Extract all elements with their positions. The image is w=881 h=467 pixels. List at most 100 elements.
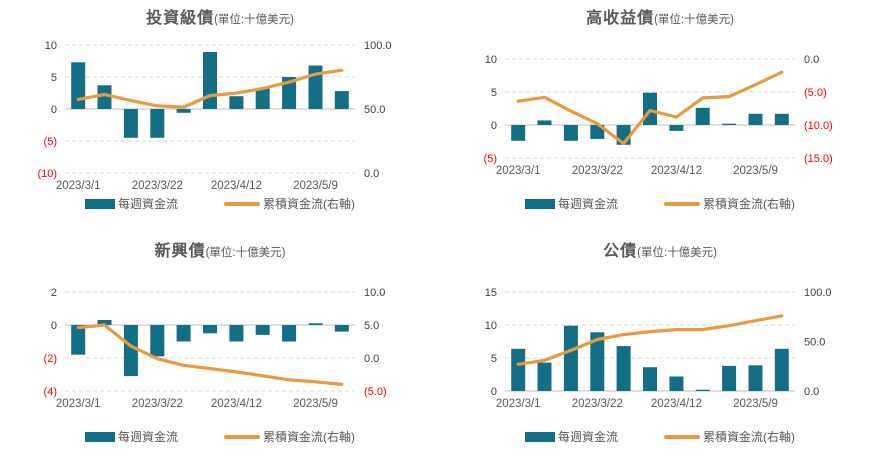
chart-title-unit: (單位:十億美元) (654, 14, 734, 26)
left-axis-tick-label: 5 (51, 72, 57, 84)
x-axis-tick-label: 2023/4/12 (651, 165, 702, 177)
bar-weekly-flow (123, 109, 138, 138)
bar-weekly-flow (282, 77, 297, 109)
right-axis-tick-label: 0.0 (804, 386, 819, 398)
right-axis-tick-label: 0.0 (804, 54, 819, 66)
left-axis-tick-label: (5) (484, 153, 497, 165)
right-axis-tick-label: (5.0) (364, 386, 387, 398)
chart-legend: 每週資金流 累積資金流(右軸) (440, 428, 880, 445)
x-axis-tick-label: 2023/4/12 (651, 398, 702, 410)
legend-line-swatch-icon (664, 201, 700, 206)
bar-weekly-flow (748, 365, 763, 391)
chart-plot-area: 2 0 (2) (4) 10.0 5.0 0.0 (5.0) 2023/3/1 2023/3/22… (44, 287, 387, 410)
left-axis-tick-label: 5 (491, 353, 497, 365)
chart-title-unit: (單位:十億美元) (205, 247, 286, 259)
bar-weekly-flow (255, 88, 270, 109)
legend-item-weekly-flow: 每週資金流 (84, 428, 178, 445)
legend-label: 累積資金流(右軸) (263, 197, 355, 211)
chart-plot-area: 15 10 5 0 100.0 50.0 0.0 2023/3/1 2023/3/22 2023/… (485, 287, 832, 410)
chart-title-unit: (單位:十億美元) (637, 247, 717, 259)
bar-weekly-flow (203, 52, 217, 109)
chart-title-text: 高收益債 (586, 10, 655, 27)
chart-title-unit: (單位:十億美元) (214, 14, 294, 26)
chart-title: 投資級債(單位:十億美元) (0, 8, 440, 35)
left-axis-tick-label: 15 (485, 287, 497, 299)
left-axis-tick-label: 0 (51, 104, 57, 116)
legend-bar-swatch-icon (524, 431, 555, 442)
bar-weekly-flow (282, 325, 297, 342)
bar-weekly-flow (774, 113, 789, 125)
right-axis-tick-label: 0.0 (364, 168, 379, 180)
chart-title-text: 投資級債 (146, 10, 215, 27)
bar-weekly-flow (616, 346, 631, 391)
chart-plot-area: 10 5 0 (5) 0.0 (5.0) (10.0) (15.0) 2023/3/1 2023/… (484, 54, 833, 177)
left-axis-tick-label: 0 (491, 120, 497, 132)
x-axis-tick-label: 2023/5/9 (293, 180, 338, 191)
legend-bar-swatch-icon (524, 198, 555, 209)
bar-weekly-flow (722, 365, 737, 391)
bar-weekly-flow (229, 96, 244, 109)
bar-weekly-flow (669, 125, 684, 131)
chart-plot-area: 10 5 0 (5) (10) 100.0 50.0 0.0 2023/3/1 2023/3/22… (37, 40, 392, 191)
legend-label: 累積資金流(右軸) (703, 430, 795, 444)
chart-title: 新興債(單位:十億美元) (0, 241, 440, 268)
legend-line-swatch-icon (664, 434, 700, 439)
bar-weekly-flow (774, 348, 789, 391)
left-axis-tick-label: 10 (485, 54, 497, 66)
x-axis-tick-label: 2023/5/9 (733, 398, 778, 410)
x-axis-tick-label: 2023/5/9 (733, 165, 778, 177)
bar-weekly-flow (643, 367, 657, 391)
bar-weekly-flow (123, 325, 138, 377)
legend-item-cumulative-flow: 累積資金流(右軸) (664, 428, 795, 445)
legend-item-weekly-flow: 每週資金流 (84, 195, 178, 212)
legend-label: 累積資金流(右軸) (263, 430, 355, 444)
right-axis-tick-label: 50.0 (804, 337, 825, 349)
legend-item-cumulative-flow: 累積資金流(右軸) (224, 195, 355, 212)
bar-weekly-flow (537, 362, 552, 391)
chart-card-2: 高收益債(單位:十億美元) 10 5 0 (5) 0.0 (5.0) (10.0) (15.0)… (440, 0, 880, 233)
right-axis-tick-label: (10.0) (804, 120, 833, 132)
x-axis-tick-label: 2023/3/1 (496, 165, 541, 177)
right-axis-tick-label: 100.0 (364, 40, 392, 52)
right-axis-tick-label: 10.0 (364, 287, 385, 299)
legend-item-cumulative-flow: 累積資金流(右軸) (664, 195, 795, 212)
right-axis-tick-label: 100.0 (804, 287, 832, 299)
bar-weekly-flow (71, 62, 86, 109)
bar-weekly-flow (97, 320, 112, 325)
legend-bar-swatch-icon (84, 198, 115, 209)
x-axis-tick-label: 2023/3/1 (56, 180, 101, 191)
right-axis-tick-label: 5.0 (364, 320, 379, 332)
chart-card-3: 新興債(單位:十億美元) 2 0 (2) (4) 10.0 5.0 0.0 (5.0) 2023/… (0, 233, 440, 467)
bar-weekly-flow (176, 325, 191, 342)
bar-weekly-flow (150, 325, 165, 357)
bar-weekly-flow (722, 123, 737, 125)
bar-weekly-flow (334, 91, 349, 109)
left-axis-tick-label: 2 (51, 287, 57, 299)
bar-weekly-flow (563, 325, 578, 391)
right-axis-tick-label: (15.0) (804, 153, 833, 165)
cumulative-flow-line (76, 323, 344, 387)
bar-weekly-flow (71, 325, 86, 355)
bar-weekly-flow (748, 113, 763, 125)
legend-item-weekly-flow: 每週資金流 (524, 195, 618, 212)
x-axis-tick-label: 2023/3/22 (572, 398, 623, 410)
legend-bar-swatch-icon (84, 431, 115, 442)
chart-legend: 每週資金流 累積資金流(右軸) (440, 195, 880, 212)
chart-title-text: 公債 (603, 243, 638, 260)
cumulative-flow-line (76, 68, 344, 109)
legend-label: 每週資金流 (557, 430, 618, 444)
legend-label: 累積資金流(右軸) (703, 197, 795, 211)
right-axis-tick-label: (5.0) (804, 87, 827, 99)
legend-item-weekly-flow: 每週資金流 (524, 428, 618, 445)
legend-label: 每週資金流 (117, 197, 178, 211)
left-axis-tick-label: 10 (485, 320, 497, 332)
x-axis-tick-label: 2023/3/22 (132, 398, 183, 410)
bar-weekly-flow (334, 325, 349, 332)
cumulative-flow-line (516, 70, 784, 146)
chart-card-4: 公債(單位:十億美元) 15 10 5 0 100.0 50.0 0.0 2023/3/1 202… (440, 233, 880, 467)
chart-legend: 每週資金流 累積資金流(右軸) (0, 195, 440, 212)
bar-weekly-flow (669, 376, 684, 391)
x-axis-tick-label: 2023/4/12 (211, 398, 262, 410)
legend-item-cumulative-flow: 累積資金流(右軸) (224, 428, 355, 445)
